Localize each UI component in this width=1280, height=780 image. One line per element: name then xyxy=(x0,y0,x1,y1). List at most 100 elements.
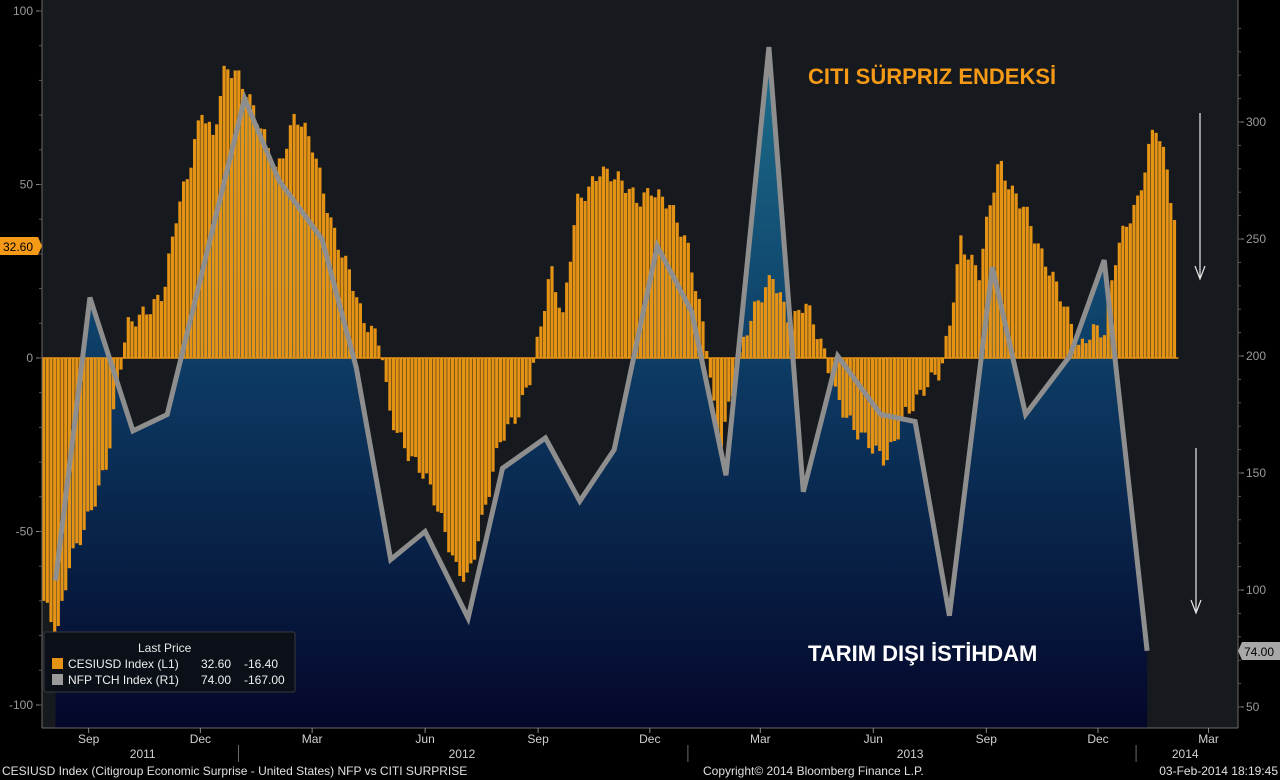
surprise-bar xyxy=(918,358,922,390)
surprise-bar xyxy=(1051,271,1055,358)
surprise-bar xyxy=(985,216,989,358)
surprise-bar xyxy=(270,166,274,358)
surprise-bar xyxy=(837,358,841,400)
surprise-bar xyxy=(458,358,462,576)
surprise-bar xyxy=(314,158,318,358)
surprise-bar xyxy=(1010,185,1014,358)
surprise-bar xyxy=(977,280,981,358)
surprise-bar xyxy=(491,358,495,472)
surprise-bar xyxy=(163,286,167,358)
surprise-bar xyxy=(959,235,963,358)
surprise-bar xyxy=(366,332,370,358)
x-month-label: Sep xyxy=(976,732,998,746)
surprise-bar xyxy=(170,236,175,358)
surprise-bar xyxy=(1172,220,1177,358)
surprise-bar xyxy=(771,279,775,358)
surprise-bar xyxy=(664,208,668,358)
surprise-bar xyxy=(152,299,156,358)
surprise-bar xyxy=(1044,266,1048,358)
surprise-bar xyxy=(999,160,1003,358)
surprise-bar xyxy=(627,188,631,358)
surprise-bar xyxy=(193,139,197,358)
surprise-bar xyxy=(421,358,425,479)
surprise-bar xyxy=(915,358,919,395)
surprise-bar xyxy=(741,336,746,358)
surprise-bar xyxy=(1128,223,1132,358)
surprise-bar xyxy=(182,181,186,358)
surprise-bar xyxy=(852,358,856,430)
surprise-bar xyxy=(355,297,359,358)
surprise-bar xyxy=(215,124,219,358)
surprise-bar xyxy=(962,254,967,358)
surprise-bar xyxy=(237,70,241,359)
surprise-bar xyxy=(1025,206,1029,358)
surprise-bar xyxy=(712,358,716,401)
surprise-bar xyxy=(502,358,506,441)
surprise-bar xyxy=(1066,306,1070,358)
surprise-bar xyxy=(804,303,808,358)
surprise-bar xyxy=(299,126,304,358)
surprise-bar xyxy=(859,358,863,433)
surprise-bar xyxy=(513,358,517,424)
surprise-bar xyxy=(167,253,171,358)
surprise-bar xyxy=(1014,193,1018,358)
surprise-bar xyxy=(93,358,97,507)
surprise-bar xyxy=(874,358,878,446)
surprise-bar xyxy=(362,323,366,358)
surprise-bar xyxy=(819,338,823,358)
surprise-bar xyxy=(970,254,974,358)
surprise-bar xyxy=(753,301,757,358)
surprise-bar xyxy=(417,358,421,473)
left-tick-label: 50 xyxy=(20,178,34,192)
surprise-bar xyxy=(266,148,270,358)
surprise-bar xyxy=(281,158,285,358)
surprise-bar xyxy=(119,358,123,370)
surprise-bar xyxy=(966,259,970,358)
surprise-bar xyxy=(782,301,786,358)
surprise-bar xyxy=(760,302,764,358)
surprise-bar xyxy=(42,358,46,601)
x-month-label: Sep xyxy=(527,732,549,746)
surprise-bar xyxy=(443,358,447,532)
nfp-line xyxy=(53,46,1150,652)
legend-change-surprise: -16.40 xyxy=(244,657,278,671)
surprise-bar xyxy=(303,122,307,358)
surprise-bar xyxy=(576,193,580,358)
surprise-bar xyxy=(638,206,642,358)
surprise-bar xyxy=(310,152,315,358)
surprise-bar xyxy=(579,197,583,358)
surprise-bar xyxy=(222,65,226,359)
surprise-bar xyxy=(495,358,499,449)
surprise-bar xyxy=(189,167,193,358)
surprise-bar xyxy=(1069,323,1073,358)
footer-description: CESIUSD Index (Citigroup Economic Surpri… xyxy=(2,764,467,778)
surprise-bar xyxy=(64,358,68,591)
surprise-bar xyxy=(745,335,749,358)
surprise-bar xyxy=(318,167,322,358)
surprise-bar xyxy=(546,279,550,358)
surprise-bar xyxy=(730,358,735,397)
surprise-bar xyxy=(325,213,329,358)
surprise-bar xyxy=(609,181,613,358)
surprise-index-annotation: CITI SÜRPRIZ ENDEKSİ xyxy=(808,64,1056,89)
surprise-bar xyxy=(764,287,768,358)
surprise-bar xyxy=(399,358,403,433)
surprise-bar xyxy=(384,358,388,382)
surprise-bar xyxy=(1080,338,1084,358)
surprise-bar xyxy=(653,197,657,358)
surprise-bar xyxy=(1139,190,1143,358)
surprise-bar xyxy=(159,301,164,358)
surprise-bar xyxy=(705,351,709,358)
surprise-bar xyxy=(826,358,830,374)
surprise-bar xyxy=(727,358,731,402)
surprise-bar xyxy=(1095,325,1099,358)
surprise-bar xyxy=(388,358,392,411)
footer-timestamp: 03-Feb-2014 18:19:45 xyxy=(1159,764,1278,778)
surprise-bar xyxy=(285,148,289,358)
x-year-label: 2013 xyxy=(897,747,924,761)
surprise-bar xyxy=(793,311,797,358)
surprise-bar xyxy=(425,358,429,474)
left-tick-label: 0 xyxy=(26,351,33,365)
surprise-bar xyxy=(1084,343,1088,358)
surprise-bar xyxy=(554,292,558,358)
